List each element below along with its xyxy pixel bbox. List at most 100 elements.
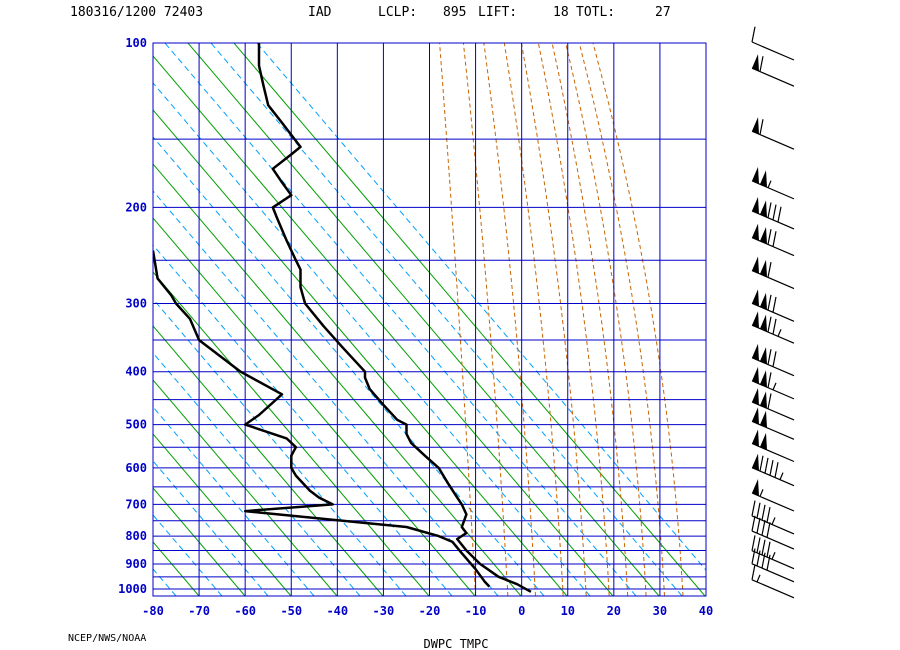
mixing-ratio-line bbox=[153, 82, 591, 596]
x-tick-label: -40 bbox=[326, 604, 348, 618]
wind-barb-staff bbox=[751, 41, 795, 61]
dry-adiabat-line bbox=[153, 487, 246, 596]
wind-barb-pennant bbox=[752, 54, 759, 72]
credit-text: NCEP/NWS/NOAA bbox=[68, 633, 146, 644]
wind-barb-pennant bbox=[760, 200, 767, 218]
wind-barb-pennant bbox=[760, 314, 767, 332]
header-station-time: 180316/1200 72403 bbox=[70, 5, 203, 20]
dry-adiabat-line bbox=[153, 433, 292, 596]
wind-barb-flag bbox=[756, 517, 761, 534]
wind-barb-staff bbox=[751, 269, 795, 290]
x-tick-label: -80 bbox=[142, 604, 164, 618]
y-tick-label: 200 bbox=[125, 200, 147, 214]
wind-barb-pennant bbox=[752, 366, 759, 384]
wind-barb-flag bbox=[777, 206, 782, 223]
wind-barb bbox=[751, 548, 795, 583]
wind-barb-half-flag bbox=[777, 329, 782, 337]
dry-adiabat-line bbox=[153, 55, 614, 596]
wind-barb-staff bbox=[751, 530, 795, 550]
wind-barb-flag bbox=[759, 455, 764, 472]
wind-barb-pennant bbox=[760, 391, 767, 409]
dry-adiabat-line bbox=[0, 0, 107, 596]
moist-adiabat-line bbox=[520, 43, 587, 596]
y-tick-label: 400 bbox=[125, 365, 147, 379]
wind-barb bbox=[751, 166, 795, 200]
dry-adiabat-line bbox=[153, 325, 384, 596]
y-tick-label: 900 bbox=[125, 557, 147, 571]
wind-barb-pennant bbox=[752, 223, 759, 241]
y-tick-label: 800 bbox=[125, 529, 147, 543]
header-lclp-value: 895 bbox=[443, 5, 466, 20]
wind-barb-flag bbox=[772, 204, 777, 221]
x-tick-label: 0 bbox=[518, 604, 525, 618]
wind-barb bbox=[751, 256, 795, 290]
wind-barb-flag bbox=[764, 457, 769, 474]
wind-barb-staff bbox=[751, 467, 795, 487]
wind-barb-staff bbox=[751, 579, 795, 599]
wind-barb bbox=[751, 343, 795, 377]
wind-barb-half-flag bbox=[772, 382, 777, 391]
wind-barb-flag bbox=[767, 261, 772, 278]
wind-barb-staff bbox=[751, 180, 795, 200]
wind-barb-pennant bbox=[752, 289, 759, 307]
wind-barb-flag bbox=[751, 515, 756, 532]
wind-barb-pennant bbox=[752, 453, 759, 471]
wind-barb-pennant bbox=[752, 429, 759, 447]
header-totl-label: TOTL: bbox=[576, 5, 615, 20]
wind-barb bbox=[751, 500, 795, 535]
wind-barb bbox=[751, 429, 795, 463]
x-tick-label: 10 bbox=[561, 604, 575, 618]
wind-barb-flag bbox=[751, 500, 756, 517]
mixing-ratio-line bbox=[153, 298, 407, 596]
moist-adiabat-line bbox=[483, 43, 536, 596]
wind-barb-pennant bbox=[752, 479, 759, 496]
wind-barb-pennant bbox=[760, 259, 767, 277]
wind-barb bbox=[751, 515, 795, 550]
wind-barb-flag bbox=[772, 318, 777, 335]
x-tick-label: -70 bbox=[188, 604, 210, 618]
mixing-ratio-line bbox=[153, 352, 361, 596]
wind-barb bbox=[751, 407, 795, 440]
wind-barb-half-flag bbox=[779, 472, 784, 480]
wind-barb-pennant bbox=[752, 256, 759, 274]
x-tick-label: -10 bbox=[465, 604, 487, 618]
wind-barb-pennant bbox=[752, 166, 759, 184]
wind-barb-half-flag bbox=[759, 489, 764, 497]
header-lift-label: LIFT: bbox=[478, 5, 517, 20]
wind-barb-staff bbox=[751, 401, 795, 421]
dry-adiabat-line bbox=[153, 163, 522, 596]
moist-adiabat-line bbox=[537, 43, 610, 596]
mixing-ratio-line bbox=[153, 190, 499, 596]
wind-barb-flag bbox=[767, 202, 772, 218]
y-tick-label: 100 bbox=[125, 36, 147, 50]
wind-barb bbox=[751, 289, 795, 322]
wind-barb-flag bbox=[767, 294, 772, 311]
wind-barb-pennant bbox=[752, 407, 759, 425]
wind-barb-flag bbox=[751, 564, 756, 580]
wind-barb bbox=[751, 196, 795, 230]
mixing-ratio-line bbox=[0, 0, 38, 596]
x-axis-title: DWPC TMPC bbox=[423, 637, 488, 650]
wind-barb-pennant bbox=[760, 170, 767, 188]
dry-adiabat-line bbox=[233, 43, 706, 596]
x-tick-label: -20 bbox=[419, 604, 441, 618]
wind-barb-flag bbox=[767, 349, 772, 365]
moist-adiabat-line bbox=[565, 43, 647, 596]
x-tick-label: 30 bbox=[653, 604, 667, 618]
wind-barb-staff bbox=[751, 563, 795, 583]
wind-barb-half-flag bbox=[767, 180, 772, 188]
wind-barb-flag bbox=[766, 541, 771, 558]
wind-barb-half-flag bbox=[771, 517, 776, 525]
wind-barb-half-flag bbox=[756, 574, 761, 583]
y-tick-label: 600 bbox=[125, 461, 147, 475]
wind-barbs bbox=[751, 26, 795, 599]
x-tick-labels: -80 -70 -60 -50 -40 -30 -20 -10 0 10 20 30 40 bbox=[142, 604, 713, 618]
wind-barb-staff bbox=[751, 550, 795, 570]
wind-barb-flag bbox=[772, 231, 777, 247]
dry-adiabat-line bbox=[187, 43, 660, 596]
wind-barb-flag bbox=[751, 535, 756, 551]
mixing-ratio-line bbox=[0, 0, 84, 596]
wind-barb-flag bbox=[774, 462, 779, 478]
header-station-id: IAD bbox=[308, 5, 332, 20]
wind-barb-flag bbox=[766, 554, 771, 571]
